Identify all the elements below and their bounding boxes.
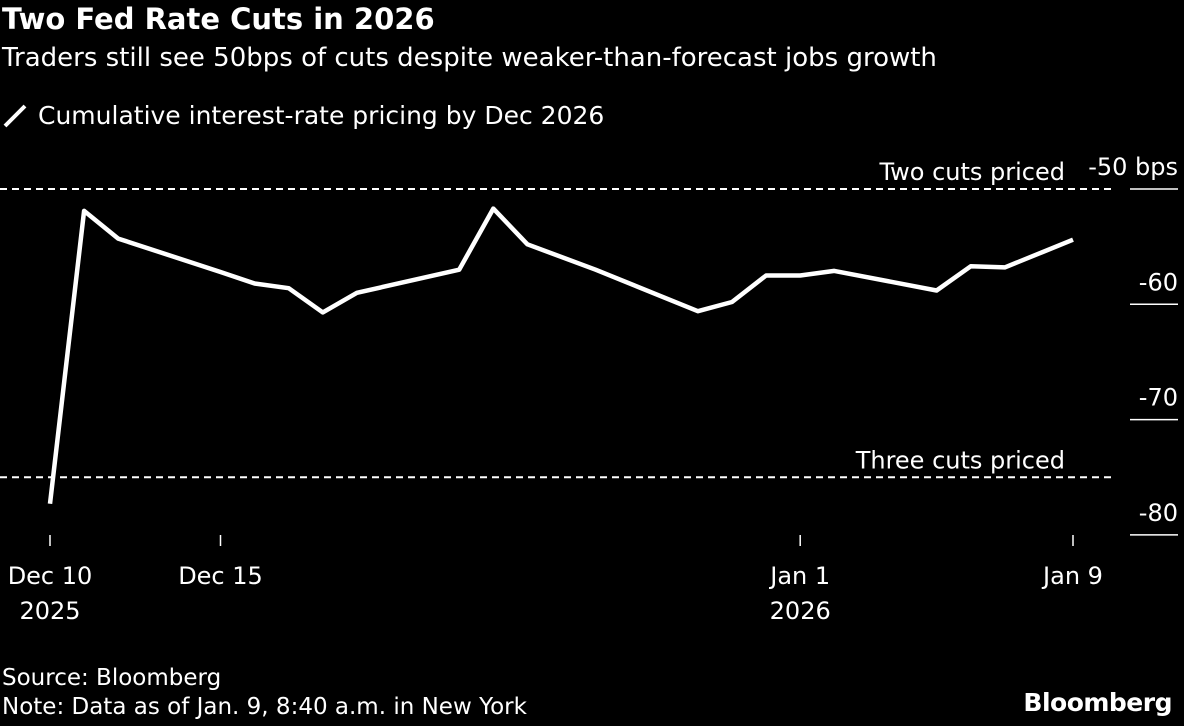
series-line — [47, 206, 1074, 505]
note-text: Note: Data as of Jan. 9, 8:40 a.m. in Ne… — [2, 694, 527, 720]
x-tick-label: Jan 9 — [1041, 562, 1103, 590]
x-tick-year-label: 2025 — [19, 597, 80, 625]
x-tick-year-label: 2026 — [770, 597, 831, 625]
bloomberg-logo: Bloomberg — [1023, 688, 1172, 717]
legend-line-swatch-icon — [3, 104, 27, 127]
chart-title: Two Fed Rate Cuts in 2026 — [2, 2, 435, 36]
chart-subtitle: Traders still see 50bps of cuts despite … — [2, 43, 937, 73]
y-tick-label: -80 — [1139, 499, 1178, 527]
x-tick-label: Jan 1 — [768, 562, 830, 590]
reference-label: Three cuts priced — [855, 446, 1065, 474]
y-tick-label: -70 — [1139, 384, 1178, 412]
y-tick-label: -60 — [1139, 268, 1178, 296]
source-text: Source: Bloomberg — [2, 665, 222, 691]
x-tick-label: Dec 15 — [178, 562, 263, 590]
legend-label: Cumulative interest-rate pricing by Dec … — [38, 101, 605, 130]
y-tick-label: -50 bps — [1088, 153, 1178, 181]
reference-label: Two cuts priced — [878, 158, 1065, 186]
legend: Cumulative interest-rate pricing by Dec … — [2, 101, 604, 130]
x-tick-label: Dec 10 — [8, 562, 93, 590]
